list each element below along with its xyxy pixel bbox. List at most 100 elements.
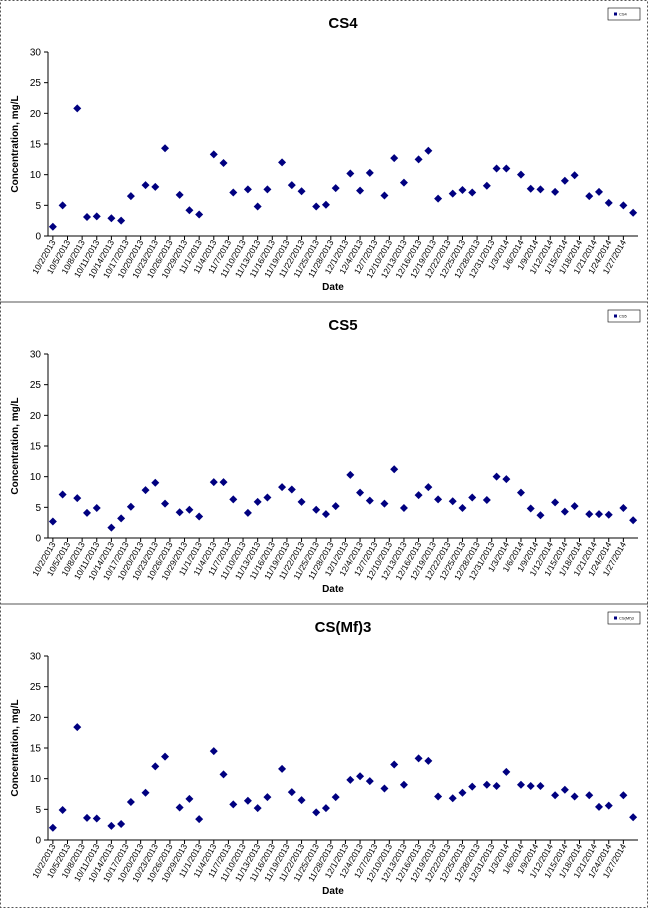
chart-title: CS(Mf)3: [315, 619, 372, 636]
data-point: [516, 488, 525, 497]
chart-title: CS4: [328, 15, 358, 32]
data-point: [117, 820, 126, 829]
data-point: [356, 186, 365, 195]
legend-box: [607, 611, 641, 625]
data-point: [263, 493, 272, 502]
data-point: [414, 491, 423, 500]
data-point: [48, 222, 57, 231]
data-point: [551, 498, 560, 507]
y-tick-label: 30: [30, 48, 42, 59]
data-point: [209, 150, 218, 159]
data-point: [209, 478, 218, 487]
data-point: [195, 512, 204, 521]
data-point: [117, 514, 126, 523]
data-point: [107, 523, 116, 532]
legend-box: [607, 309, 641, 323]
legend-swatch: [614, 314, 617, 318]
data-point: [380, 499, 389, 508]
y-tick-label: 5: [35, 201, 41, 212]
data-point: [570, 502, 579, 511]
data-point: [551, 187, 560, 196]
y-tick-label: 25: [30, 682, 42, 693]
data-point: [58, 805, 67, 814]
data-point: [141, 181, 150, 190]
y-tick-label: 20: [30, 109, 42, 120]
data-point: [312, 202, 321, 211]
data-point: [516, 170, 525, 179]
data-point: [604, 510, 613, 519]
data-point: [526, 504, 535, 513]
data-point: [253, 497, 262, 506]
data-point: [58, 201, 67, 210]
data-point: [185, 794, 194, 803]
data-point: [516, 780, 525, 789]
data-point: [253, 202, 262, 211]
data-point: [629, 813, 638, 822]
data-point: [502, 164, 511, 173]
data-point: [107, 821, 116, 830]
y-tick-label: 25: [30, 78, 42, 89]
data-point: [278, 483, 287, 492]
data-point: [536, 782, 545, 791]
data-point: [551, 791, 560, 800]
x-axis-label: Date: [322, 584, 344, 595]
data-point: [399, 178, 408, 187]
data-point: [73, 494, 82, 503]
y-tick-label: 0: [35, 232, 41, 243]
data-point: [263, 793, 272, 802]
data-point: [380, 784, 389, 793]
data-point: [243, 185, 252, 194]
data-point: [458, 788, 467, 797]
y-tick-label: 10: [30, 774, 42, 785]
data-point: [229, 188, 238, 197]
data-point: [502, 767, 511, 776]
data-point: [346, 169, 355, 178]
y-tick-label: 0: [35, 534, 41, 545]
data-point: [585, 791, 594, 800]
data-point: [399, 503, 408, 512]
data-point: [161, 752, 170, 761]
data-point: [126, 797, 135, 806]
data-point: [48, 823, 57, 832]
data-point: [219, 159, 228, 168]
data-point: [83, 212, 92, 221]
data-point: [629, 516, 638, 525]
data-point: [321, 804, 330, 813]
data-point: [390, 154, 399, 163]
data-point: [73, 723, 82, 732]
legend: CS4: [607, 7, 641, 21]
data-point: [161, 144, 170, 153]
data-point: [331, 793, 340, 802]
y-axis-label: Concentration, mg/L: [10, 699, 21, 796]
data-point: [312, 808, 321, 817]
legend-label: CS(Mf)3: [619, 616, 635, 621]
y-tick-label: 15: [30, 140, 42, 151]
data-point: [297, 497, 306, 506]
data-point: [58, 490, 67, 499]
data-point: [526, 184, 535, 193]
y-axis-label: Concentration, mg/L: [10, 397, 21, 494]
legend-box: [607, 7, 641, 21]
data-point: [365, 168, 374, 177]
data-point: [278, 764, 287, 773]
data-point: [321, 510, 330, 519]
data-point: [390, 760, 399, 769]
legend-label: CS4: [619, 12, 628, 17]
data-point: [278, 158, 287, 167]
data-point: [321, 200, 330, 209]
data-point: [390, 465, 399, 474]
data-point: [83, 813, 92, 822]
data-point: [229, 495, 238, 504]
data-point: [209, 747, 218, 756]
data-point: [356, 772, 365, 781]
data-point: [175, 508, 184, 517]
data-point: [399, 780, 408, 789]
data-point: [380, 191, 389, 200]
data-point: [560, 176, 569, 185]
data-point: [570, 792, 579, 801]
data-point: [175, 803, 184, 812]
data-point: [185, 505, 194, 514]
data-point: [585, 192, 594, 201]
data-point: [48, 517, 57, 526]
